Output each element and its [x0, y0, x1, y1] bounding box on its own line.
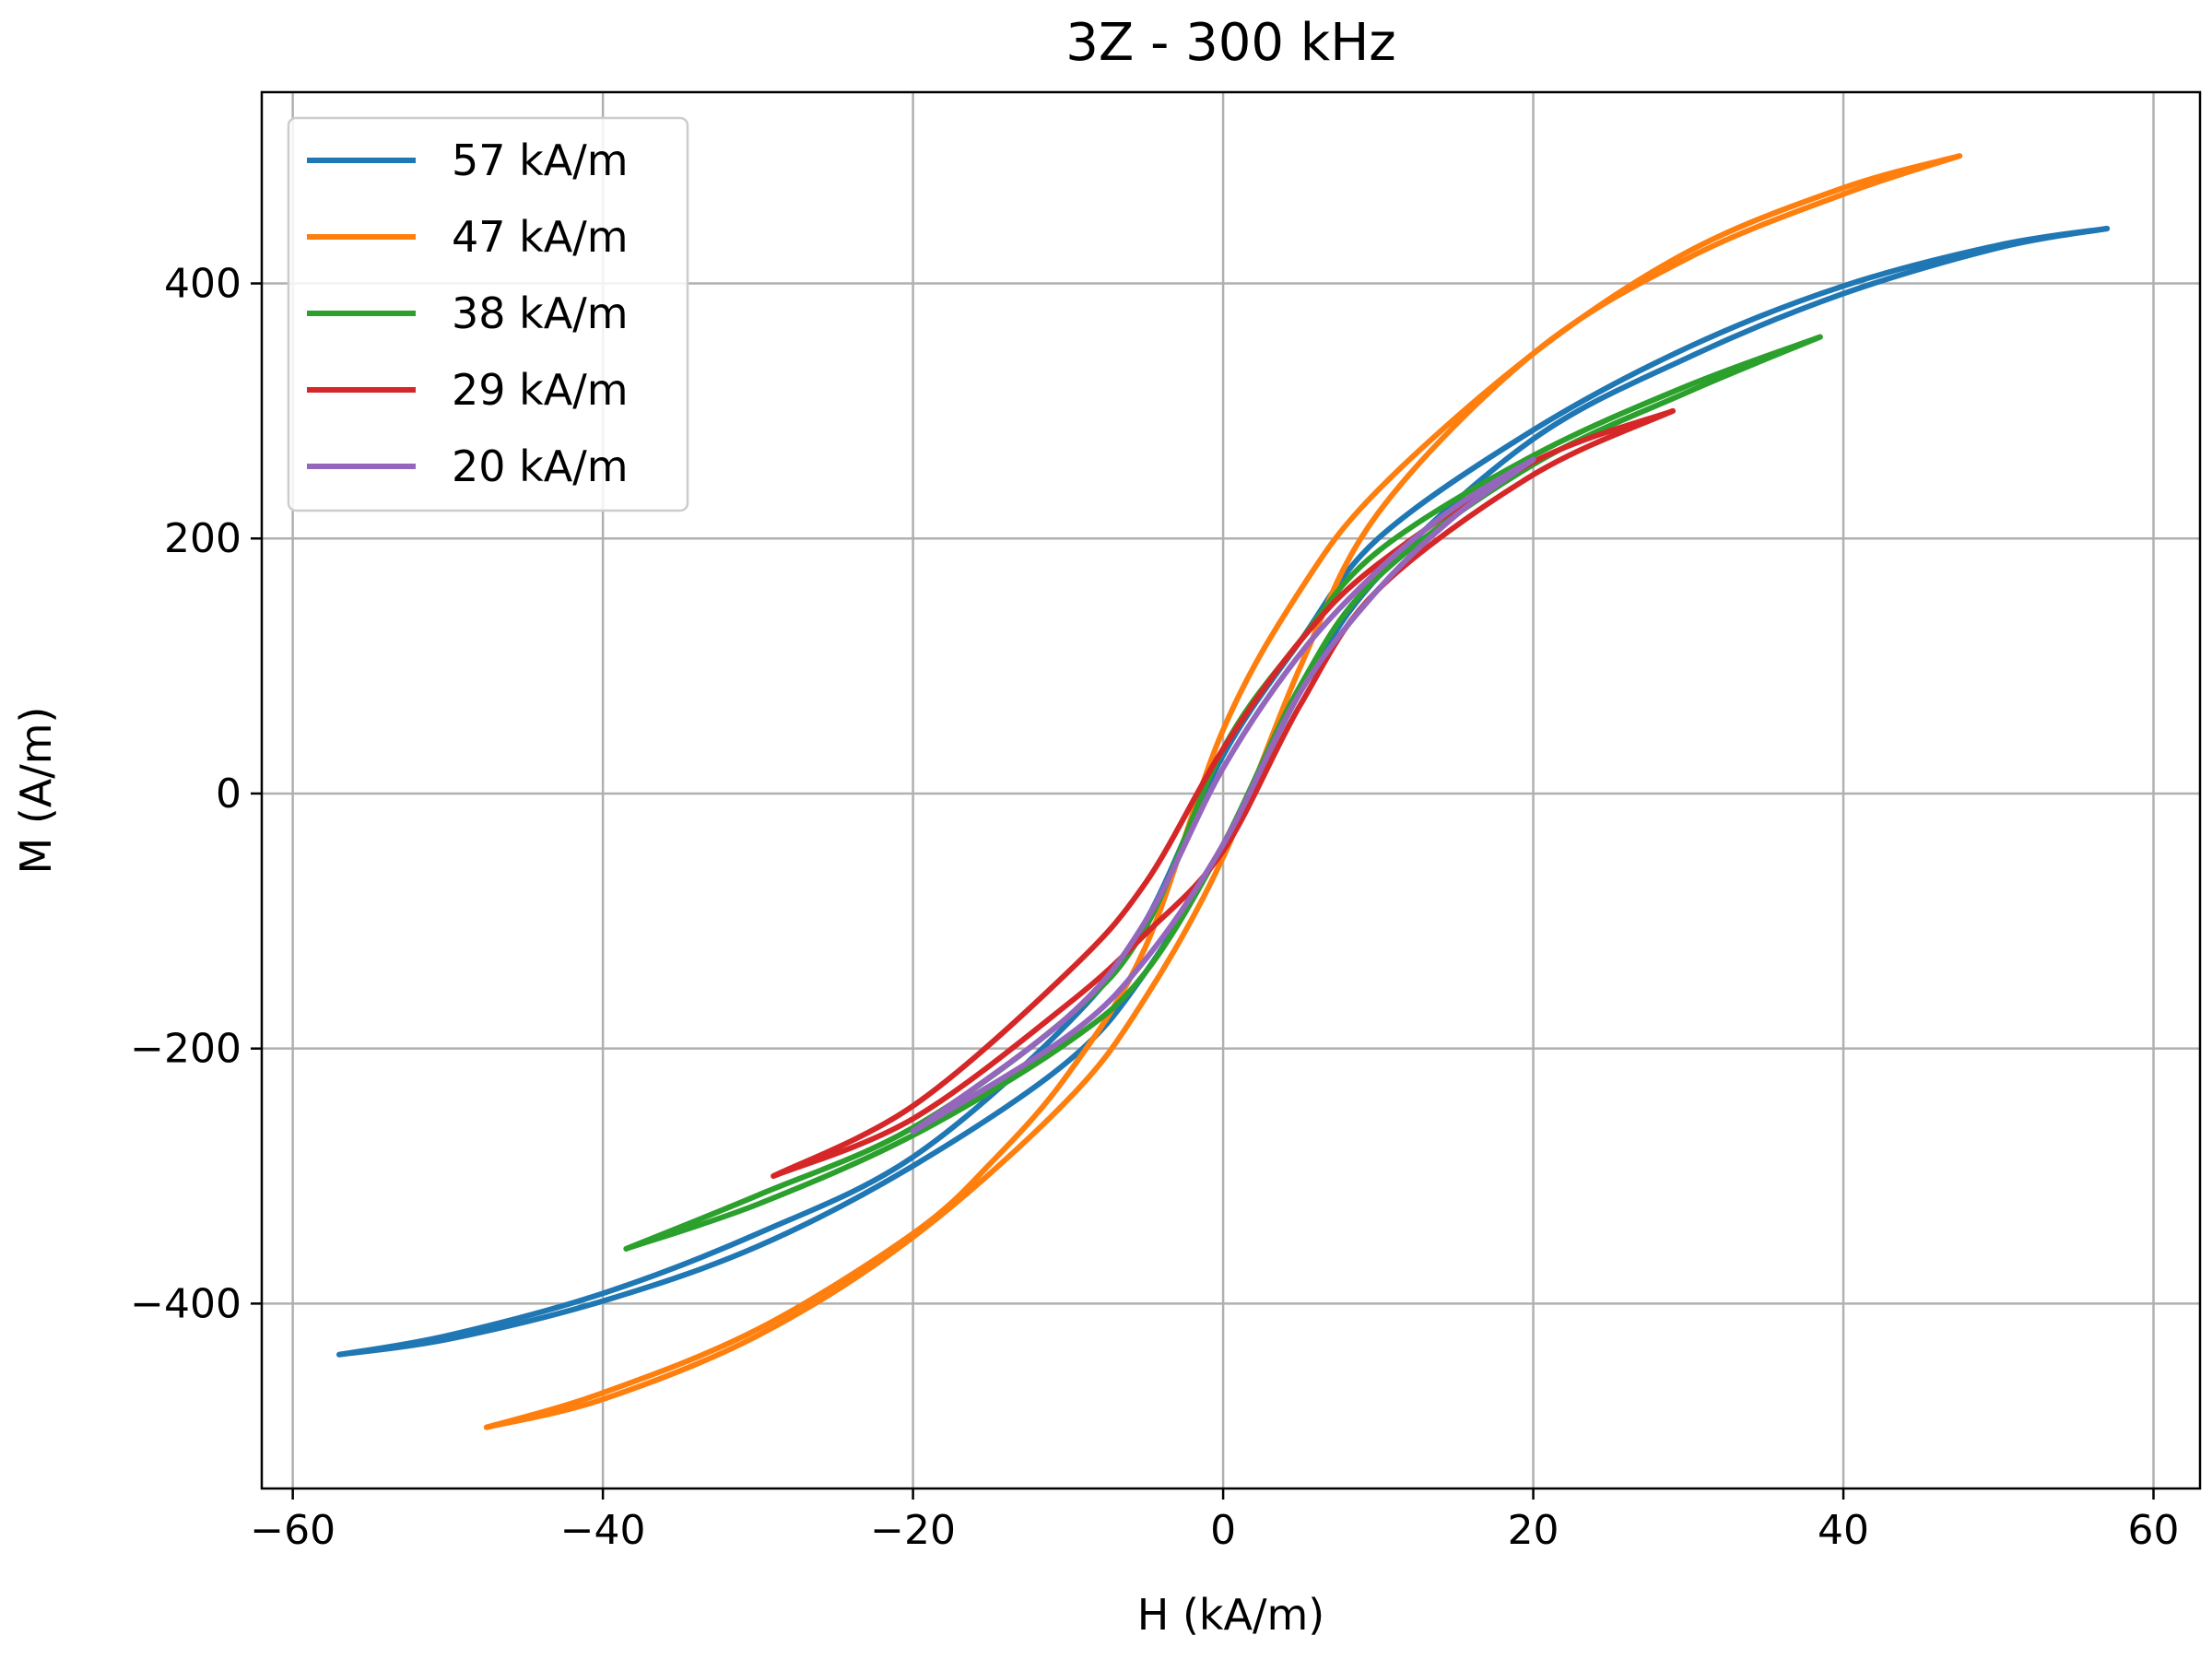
y-tick-label: −400 — [130, 1280, 241, 1327]
series-line-upper — [336, 226, 2111, 1358]
series-layer — [336, 153, 2111, 1430]
legend-label: 38 kA/m — [452, 288, 629, 338]
series-4 — [910, 456, 1536, 1135]
y-axis-label: M (A/m) — [11, 707, 61, 875]
legend-box — [287, 116, 689, 512]
series-line-upper — [910, 456, 1536, 1135]
x-axis-label: H (kA/m) — [1137, 1590, 1325, 1640]
series-line-lower — [771, 407, 1676, 1179]
x-tick-label: −20 — [870, 1507, 956, 1554]
x-tick-label: 40 — [1818, 1507, 1869, 1554]
y-tick-label: −200 — [130, 1026, 241, 1073]
chart-title: 3Z - 300 kHz — [1065, 13, 1395, 73]
plot-frame — [260, 90, 2202, 1490]
legend: 57 kA/m 47 kA/m 38 kA/m 29 kA/m 20 kA/m — [287, 116, 689, 512]
legend-label: 57 kA/m — [452, 135, 629, 185]
legend-label: 29 kA/m — [452, 365, 629, 415]
x-tick-label: 20 — [1508, 1507, 1559, 1554]
y-tick-label: 400 — [164, 261, 241, 308]
y-tick-label: 0 — [216, 771, 241, 818]
series-line-lower — [910, 456, 1536, 1135]
legend-label: 20 kA/m — [452, 441, 629, 491]
legend-label: 47 kA/m — [452, 212, 629, 262]
x-tick-label: −60 — [250, 1507, 335, 1554]
x-tick-label: 0 — [1210, 1507, 1236, 1554]
y-tick-label: 200 — [164, 515, 241, 562]
x-tick-label: −40 — [560, 1507, 646, 1554]
x-tick-label: 60 — [2128, 1507, 2180, 1554]
